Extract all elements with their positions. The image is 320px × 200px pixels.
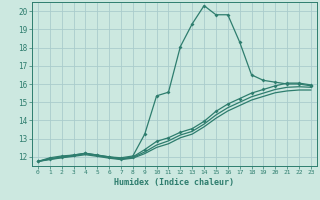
- X-axis label: Humidex (Indice chaleur): Humidex (Indice chaleur): [115, 178, 234, 187]
